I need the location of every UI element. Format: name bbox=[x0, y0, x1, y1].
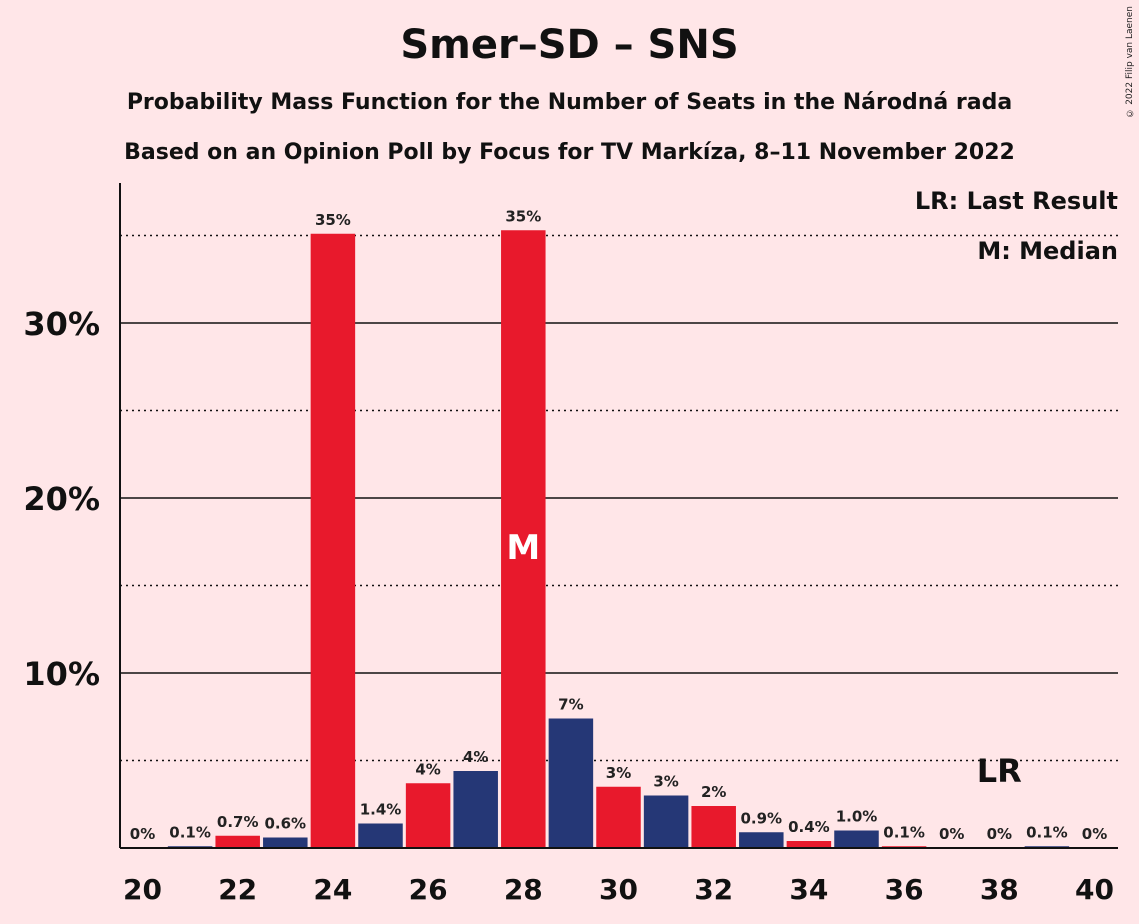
median-marker: M bbox=[506, 528, 540, 568]
data-label-38: 0% bbox=[987, 825, 1012, 843]
bar-31 bbox=[643, 795, 689, 848]
data-label-34: 0.4% bbox=[788, 818, 830, 836]
bars: 0% 0.1% 0.7% 0.6% 35% 1.4% 4% 4% 35% 7% 3% 3% 2% 0.9%… bbox=[130, 207, 1107, 848]
last-result-marker: LR bbox=[977, 752, 1022, 790]
y-tick-label: 10% bbox=[23, 655, 100, 693]
y-tick-label: 20% bbox=[23, 480, 100, 518]
chart-subtitle-2: Based on an Opinion Poll by Focus for TV… bbox=[124, 140, 1015, 165]
gridlines: 10% 20% 30% bbox=[23, 234, 1118, 762]
bar-29 bbox=[548, 718, 594, 848]
x-tick-label: 22 bbox=[218, 873, 257, 906]
data-label-33: 0.9% bbox=[740, 809, 782, 827]
x-tick-label: 26 bbox=[409, 873, 448, 906]
chart-title: Smer–SD – SNS bbox=[400, 22, 739, 68]
x-tick-label: 28 bbox=[504, 873, 543, 906]
data-label-35: 1.0% bbox=[836, 808, 878, 826]
data-label-32: 2% bbox=[701, 783, 726, 801]
data-label-24: 35% bbox=[315, 211, 351, 229]
legend-median: M: Median bbox=[977, 237, 1118, 265]
bar-22 bbox=[215, 835, 260, 848]
bar-33 bbox=[739, 832, 784, 848]
data-label-25: 1.4% bbox=[360, 801, 402, 819]
x-tick-label: 30 bbox=[599, 873, 638, 906]
bar-24 bbox=[310, 233, 356, 848]
bar-34 bbox=[786, 841, 832, 848]
x-tick-label: 38 bbox=[980, 873, 1019, 906]
bar-25 bbox=[358, 823, 403, 848]
data-label-37: 0% bbox=[939, 825, 964, 843]
legend-last-result: LR: Last Result bbox=[915, 187, 1118, 215]
data-label-30: 3% bbox=[606, 764, 631, 782]
x-tick-label: 32 bbox=[694, 873, 733, 906]
x-tick-label: 24 bbox=[313, 873, 352, 906]
data-label-31: 3% bbox=[653, 773, 678, 791]
data-label-28: 35% bbox=[505, 207, 541, 225]
data-label-21: 0.1% bbox=[169, 823, 211, 841]
x-tick-label: 40 bbox=[1075, 873, 1114, 906]
data-label-40: 0% bbox=[1082, 825, 1107, 843]
bar-32 bbox=[691, 806, 736, 848]
data-label-26: 4% bbox=[415, 760, 440, 778]
data-label-29: 7% bbox=[558, 696, 583, 714]
axes: 20 22 24 26 28 30 32 34 36 38 40 bbox=[119, 183, 1118, 906]
data-label-22: 0.7% bbox=[217, 813, 259, 831]
bar-30 bbox=[596, 786, 641, 848]
data-label-20: 0% bbox=[130, 825, 155, 843]
bar-28 bbox=[501, 230, 546, 848]
bar-23 bbox=[263, 837, 308, 848]
data-label-23: 0.6% bbox=[264, 815, 306, 833]
data-label-27: 4% bbox=[463, 748, 488, 766]
x-tick-label: 36 bbox=[885, 873, 924, 906]
bar-35 bbox=[834, 830, 879, 848]
bar-27 bbox=[453, 771, 498, 848]
bar-26 bbox=[405, 783, 451, 848]
data-label-39: 0.1% bbox=[1026, 823, 1068, 841]
x-tick-label: 20 bbox=[123, 873, 162, 906]
chart-subtitle-1: Probability Mass Function for the Number… bbox=[126, 90, 1013, 115]
x-tick-label: 34 bbox=[789, 873, 828, 906]
y-tick-label: 30% bbox=[23, 305, 100, 343]
data-label-36: 0.1% bbox=[883, 823, 925, 841]
